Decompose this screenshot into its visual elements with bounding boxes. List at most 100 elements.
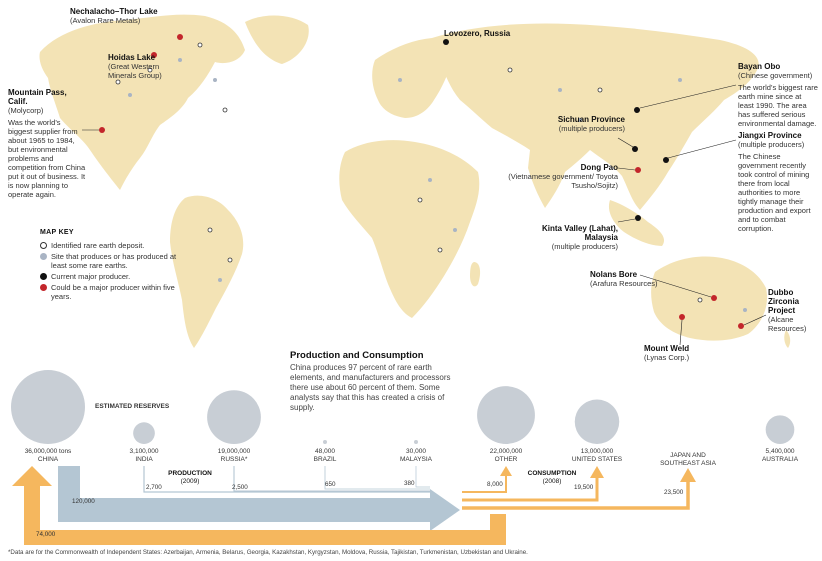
landmasses [39,14,791,348]
label-kinta-valley: Kinta Valley (Lahat), Malaysia (multiple… [532,224,618,251]
label-dubbo: Dubbo Zirconia Project (Alcane Resources… [768,288,818,333]
production-line-india [143,466,430,493]
reserves-value: 13,000,000 [580,448,614,455]
reserve-bubble-united-states [574,399,620,445]
label-nolans-bore: Nolans Bore (Arafura Resources) [590,270,670,288]
production-russia-value: 2,500 [232,484,248,491]
greenland [245,15,309,65]
map-key-row: Site that produces or has produced at le… [40,252,190,270]
consumption-heading: CONSUMPTION (2008) [520,470,584,486]
reserves-value: 22,000,000 [489,448,523,455]
deposit-open [147,67,153,73]
label-name: Hoidas Lake [108,53,156,62]
production-line-malaysia [415,466,430,488]
map-key-label: Could be a major producer within five ye… [51,283,175,301]
country-name: JAPAN AND SOUTHEAST ASIA [660,452,716,467]
production-india-value: 2,700 [146,484,162,491]
production-heading: PRODUCTION (2009) [160,470,220,486]
reserves-value: 48,000 [315,448,335,455]
deposit-site [178,58,182,62]
reserves-value: 3,100,000 [129,448,159,455]
reserves-value: 36,000,000 tons [24,448,72,455]
reserves-value: 5,400,000 [765,448,795,455]
label-name: Nolans Bore [590,270,638,279]
country-japan-southeast-asia: JAPAN AND SOUTHEAST ASIA [652,452,724,468]
africa [339,140,480,318]
south-america [170,195,244,348]
label-nechalacho: Nechalacho–Thor Lake (Avalon Rare Metals… [70,7,190,25]
leader-bayan-obo [639,84,737,109]
label-owner: (Great Western Minerals Group) [108,62,162,80]
producer-future-nechalacho [177,34,183,40]
production-year: (2009) [180,478,200,485]
label-dong-pao: Dong Pao (Vietnamese government/ Toyota … [490,163,618,190]
consumption-arrowhead-other [500,466,512,476]
deposit-site [558,88,562,92]
reserve-bubble-russia [207,390,261,444]
deposit-site [218,278,222,282]
open-deposit-icon [40,242,47,249]
deposit-markers [99,34,747,329]
map-key-title: MAP KEY [40,229,74,236]
label-name: Dong Pao [580,163,618,172]
label-owner: (Avalon Rare Metals) [70,16,141,25]
label-owner: (Alcane Resources) [768,315,807,333]
country-name: UNITED STATES [571,456,623,463]
country-other: 22,000,000 OTHER [480,448,532,464]
producer-future-dong-pao [635,167,641,173]
country-russia: 19,000,000 RUSSIA* [208,448,260,464]
country-brazil: 48,000 BRAZIL [299,448,351,464]
label-name: Jiangxi Province [738,131,802,140]
leader-jiangxi [667,139,737,159]
leader-lines [82,84,767,346]
label-sichuan: Sichuan Province (multiple producers) [545,115,625,133]
label-owner: (multiple producers) [738,140,805,149]
footnote: *Data are for the Commonwealth of Indepe… [8,549,528,556]
deposit-site [128,93,132,97]
producer-future-nolans [711,295,717,301]
label-owner: (Lynas Corp.) [644,353,690,362]
label-lovozero: Lovozero, Russia [444,29,534,38]
consumption-year: (2008) [542,478,562,485]
consumption-china-value: 74,000 [36,531,56,538]
section-title: Production and Consumption [290,350,424,361]
consumption-arrowhead-japan [680,468,696,482]
label-owner: (multiple producers) [558,124,625,133]
producer-future-mountain-pass [99,127,105,133]
producer-current-jiangxi [663,157,669,163]
deposit-site [213,78,217,82]
label-owner: (Chinese government) [738,71,813,80]
consumption-other-value: 8,000 [487,481,503,488]
reserve-bubble-india [133,422,155,444]
map-key-row: Could be a major producer within five ye… [40,283,190,301]
leader-dubbo [743,314,767,326]
current-producer-icon [40,273,47,280]
deposit-open [597,87,603,93]
madagascar [470,262,481,287]
southeast-asia [608,200,665,246]
deposit-site [428,178,432,182]
label-owner: (Molycorp) [8,106,44,115]
consumption-japan-value: 23,500 [664,489,684,496]
reserves-value: 30,000 [406,448,426,455]
label-name: Lovozero, Russia [444,29,511,38]
deposit-site [398,78,402,82]
consumption-label: CONSUMPTION [527,470,577,477]
consumption-line-us [462,476,599,502]
production-arrow-china [58,466,460,531]
deposit-open [417,197,423,203]
reserves-value: 19,000,000 [217,448,251,455]
new-zealand [784,330,791,348]
label-bayan-obo: Bayan Obo (Chinese government) The world… [738,62,818,128]
map-key-row: Current major producer. [40,272,190,281]
reserve-bubble-malaysia [414,440,418,444]
label-owner: (Arafura Resources) [590,279,658,288]
north-america [39,14,246,190]
label-mount-weld: Mount Weld (Lynas Corp.) [644,344,719,362]
australia [651,256,768,341]
deposit-site [578,118,582,122]
country-name: INDIA [135,456,153,463]
deposit-site [453,228,457,232]
